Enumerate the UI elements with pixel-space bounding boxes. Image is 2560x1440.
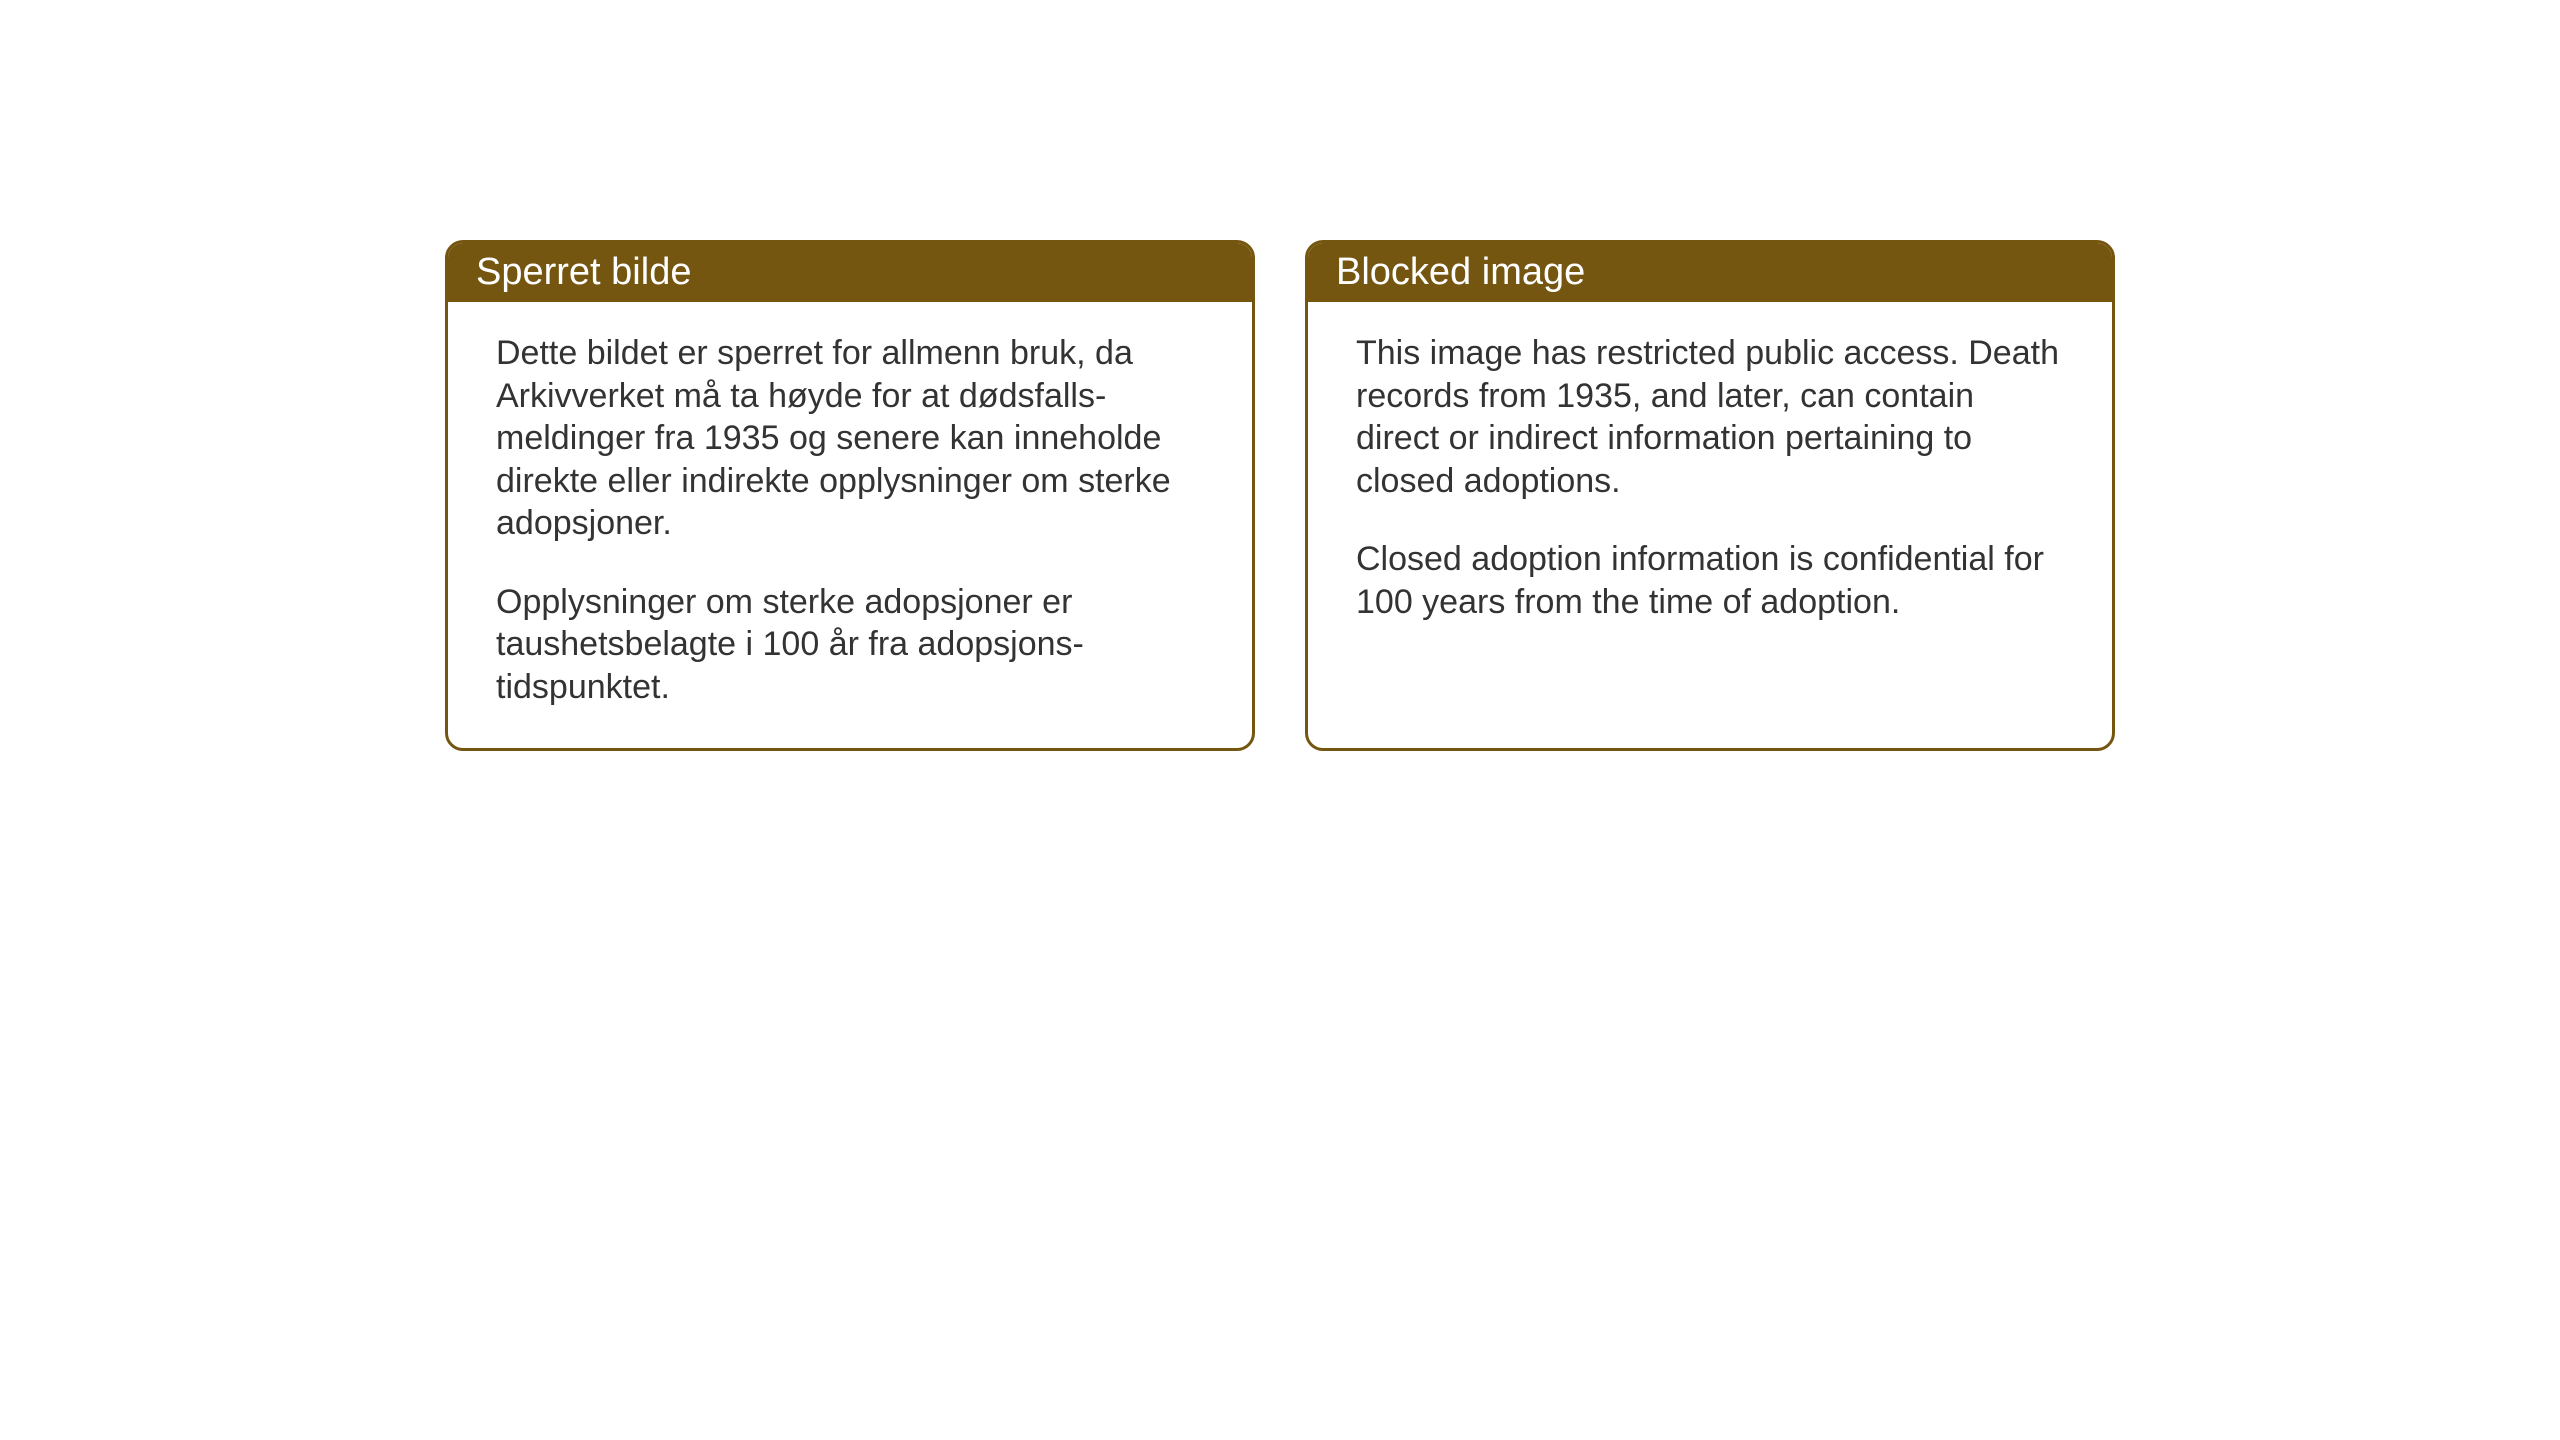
notice-container: Sperret bilde Dette bildet er sperret fo… xyxy=(445,240,2115,751)
notice-paragraph-2: Closed adoption information is confident… xyxy=(1356,538,2064,623)
notice-header-english: Blocked image xyxy=(1308,243,2112,302)
notice-paragraph-2: Opplysninger om sterke adopsjoner er tau… xyxy=(496,581,1204,709)
notice-paragraph-1: This image has restricted public access.… xyxy=(1356,332,2064,502)
notice-box-norwegian: Sperret bilde Dette bildet er sperret fo… xyxy=(445,240,1255,751)
notice-paragraph-1: Dette bildet er sperret for allmenn bruk… xyxy=(496,332,1204,545)
notice-body-english: This image has restricted public access.… xyxy=(1308,302,2112,702)
notice-body-norwegian: Dette bildet er sperret for allmenn bruk… xyxy=(448,302,1252,748)
notice-box-english: Blocked image This image has restricted … xyxy=(1305,240,2115,751)
notice-header-norwegian: Sperret bilde xyxy=(448,243,1252,302)
